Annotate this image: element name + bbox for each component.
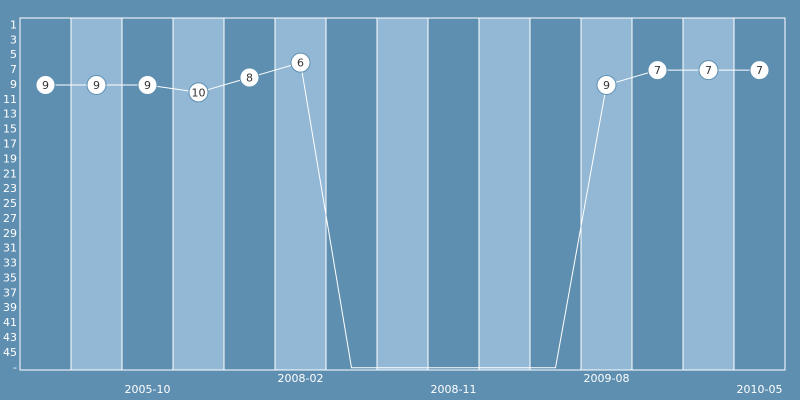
rank-point <box>35 74 56 95</box>
column-band <box>478 17 531 371</box>
rank-label: 9 <box>42 79 49 92</box>
column-band <box>427 17 480 371</box>
y-tick-label: 3 <box>10 33 17 46</box>
y-tick-label: 25 <box>3 197 17 210</box>
y-tick-label: - <box>13 361 17 374</box>
column-band <box>580 17 633 371</box>
y-tick-label: 11 <box>3 93 17 106</box>
rank-label: 10 <box>192 86 206 99</box>
rank-label: 7 <box>705 64 712 77</box>
rank-point <box>137 74 158 95</box>
y-tick-label: 17 <box>3 138 17 151</box>
y-tick-label: 27 <box>3 212 17 225</box>
y-tick-label: 1 <box>10 18 17 31</box>
rank-label: 9 <box>603 79 610 92</box>
rank-label: 7 <box>654 64 661 77</box>
rank-point <box>86 74 107 95</box>
y-tick-label: 39 <box>3 301 17 314</box>
column-band <box>121 17 174 371</box>
y-tick-label: 15 <box>3 123 17 136</box>
rank-point <box>188 82 209 103</box>
column-band <box>70 17 123 371</box>
y-tick-label: 45 <box>3 346 17 359</box>
column-band <box>274 17 327 371</box>
y-tick-label: 43 <box>3 331 17 344</box>
column-band <box>172 17 225 371</box>
y-tick-label: 29 <box>3 227 17 240</box>
rank-point <box>596 74 617 95</box>
rank-label: 9 <box>93 79 100 92</box>
y-tick-label: 23 <box>3 182 17 195</box>
x-tick-label: 2010-05 <box>737 383 783 396</box>
y-tick-label: 7 <box>10 63 17 76</box>
y-tick-label: 33 <box>3 257 17 270</box>
rank-line <box>45 62 760 369</box>
column-band <box>376 17 429 371</box>
y-tick-label: 21 <box>3 167 17 180</box>
y-tick-label: 37 <box>3 286 17 299</box>
rank-point <box>290 52 311 73</box>
rank-label: 6 <box>297 57 304 70</box>
y-tick-label: 31 <box>3 242 17 255</box>
rank-label: 7 <box>756 64 763 77</box>
y-tick-label: 13 <box>3 108 17 121</box>
x-tick-label: 2008-02 <box>278 372 324 385</box>
x-tick-label: 2009-08 <box>584 372 630 385</box>
rank-label: 9 <box>144 79 151 92</box>
y-tick-label: 5 <box>10 48 17 61</box>
y-tick-label: 19 <box>3 152 17 165</box>
rank-point <box>647 60 668 81</box>
rank-point <box>749 60 770 81</box>
column-band <box>529 17 582 371</box>
y-tick-label: 9 <box>10 78 17 91</box>
rank-label: 8 <box>246 72 253 85</box>
x-tick-label: 2008-11 <box>431 383 477 396</box>
rank-point <box>698 60 719 81</box>
x-tick-label: 2005-10 <box>125 383 171 396</box>
y-tick-label: 35 <box>3 271 17 284</box>
column-band <box>325 17 378 371</box>
column-band <box>19 17 72 371</box>
y-tick-label: 41 <box>3 316 17 329</box>
rank-point <box>239 67 260 88</box>
